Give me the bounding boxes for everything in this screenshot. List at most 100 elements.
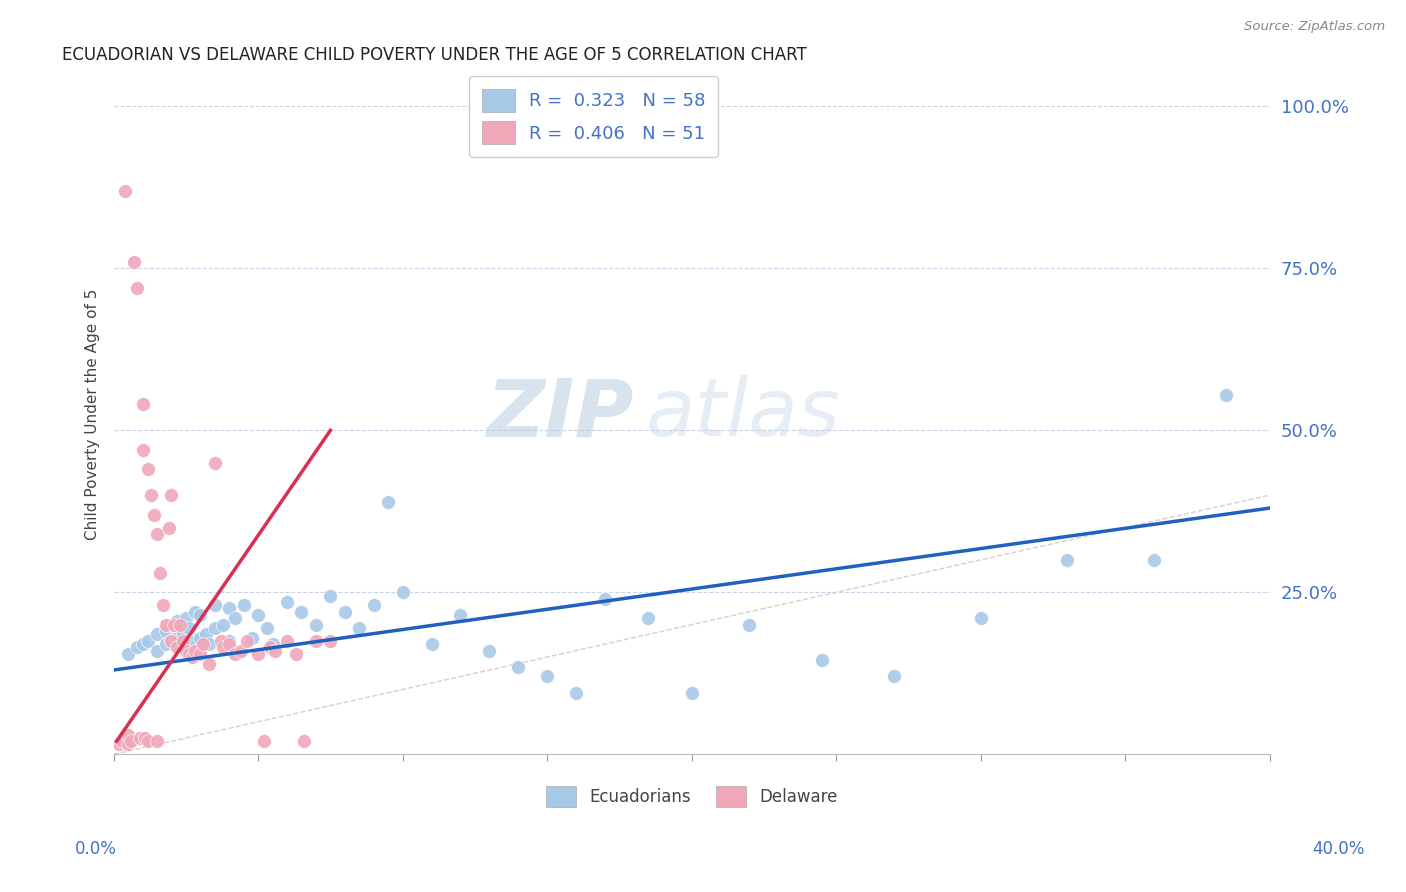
Point [276,633,298,648]
Point [180,650,202,665]
Point [218,637,240,651]
Point [188,631,211,645]
Point [253,734,276,748]
Point [131,637,153,651]
Point [305,633,328,648]
Point [240,631,263,645]
Point [131,397,153,411]
Point [333,605,356,619]
Point [810,653,832,667]
Point [209,633,232,648]
Text: ZIP: ZIP [486,376,634,453]
Text: ECUADORIAN VS DELAWARE CHILD POVERTY UNDER THE AGE OF 5 CORRELATION CHART: ECUADORIAN VS DELAWARE CHILD POVERTY UND… [62,46,807,64]
Point [174,611,197,625]
Point [536,669,558,683]
Point [1215,388,1237,402]
Point [218,601,240,615]
Point [160,633,183,648]
Point [264,643,287,657]
Point [256,621,278,635]
Point [377,494,399,508]
Point [259,640,281,655]
Point [188,607,211,622]
Point [163,617,186,632]
Point [155,637,177,651]
Point [134,731,156,745]
Point [152,599,174,613]
Point [883,669,905,683]
Point [420,637,443,651]
Point [166,631,188,645]
Point [284,647,307,661]
Point [183,605,205,619]
Point [235,633,257,648]
Point [160,617,183,632]
Text: atlas: atlas [645,376,841,453]
Point [183,633,205,648]
Point [349,621,371,635]
Point [363,599,385,613]
Text: 40.0%: 40.0% [1312,840,1365,858]
Point [146,627,169,641]
Point [970,611,993,625]
Point [681,686,703,700]
Point [125,281,148,295]
Point [157,520,180,534]
Point [391,585,413,599]
Point [125,640,148,655]
Point [166,615,188,629]
Point [198,657,221,671]
Point [204,599,226,613]
Legend: Ecuadorians, Delaware: Ecuadorians, Delaware [538,779,844,814]
Point [117,647,139,661]
Point [120,734,142,748]
Point [247,607,270,622]
Point [174,643,197,657]
Point [204,456,226,470]
Point [319,633,342,648]
Point [224,647,246,661]
Point [136,462,159,476]
Point [146,643,169,657]
Point [177,647,200,661]
Point [155,624,177,639]
Text: Source: ZipAtlas.com: Source: ZipAtlas.com [1244,20,1385,33]
Point [290,605,312,619]
Point [172,627,194,641]
Point [143,508,166,522]
Point [136,734,159,748]
Point [276,595,298,609]
Point [319,589,342,603]
Point [1143,553,1166,567]
Point [193,637,215,651]
Point [212,617,235,632]
Point [212,640,235,655]
Point [229,643,252,657]
Point [128,731,150,745]
Point [183,643,205,657]
Point [232,599,254,613]
Point [1056,553,1078,567]
Point [198,637,221,651]
Point [177,621,200,635]
Point [141,488,163,502]
Point [262,637,284,651]
Point [166,640,188,655]
Point [108,738,131,752]
Point [122,255,145,269]
Point [146,734,169,748]
Point [593,591,616,606]
Point [117,728,139,742]
Point [111,734,134,748]
Point [114,184,136,198]
Point [218,633,240,648]
Point [146,527,169,541]
Point [160,488,183,502]
Point [565,686,588,700]
Point [305,617,328,632]
Point [136,633,159,648]
Point [637,611,659,625]
Point [247,647,270,661]
Point [131,442,153,457]
Point [449,607,471,622]
